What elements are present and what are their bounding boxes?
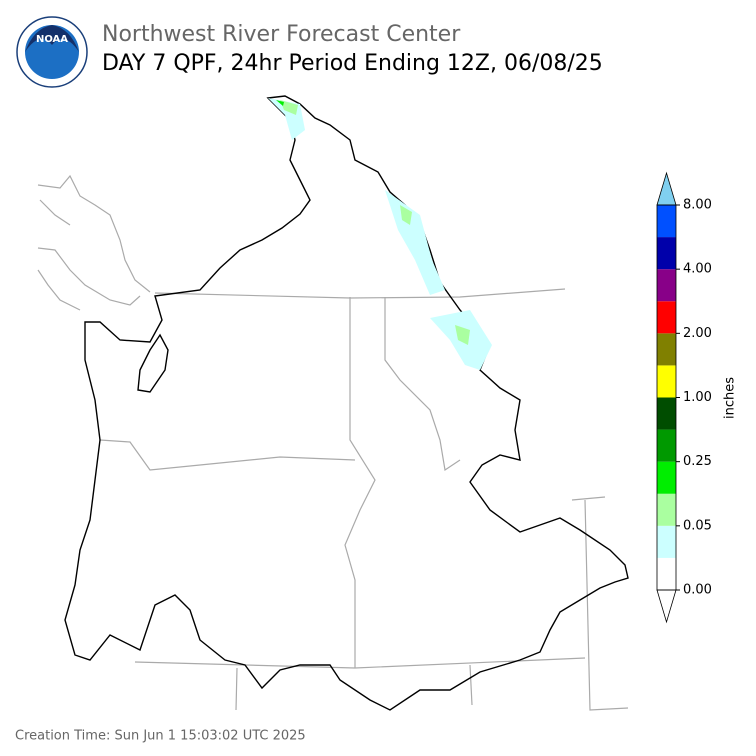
colorbar-segment (657, 493, 676, 526)
title: Northwest River Forecast Center (102, 22, 461, 47)
colorbar-tick-label: 4.00 (683, 262, 712, 277)
colorbar-tick-label: 8.00 (683, 198, 712, 213)
precip-area (280, 100, 470, 345)
logo-text: NOAA (36, 34, 68, 45)
colorbar-tick-label: 0.05 (683, 518, 712, 533)
colorbar-tick-label: 1.00 (683, 390, 712, 405)
colorbar-tick-label: 0.00 (683, 583, 712, 598)
basin-boundary (64, 95, 629, 711)
colorbar-segment (657, 557, 676, 590)
colorbar-segment (657, 525, 676, 558)
colorbar-segment (657, 429, 676, 462)
coastline (37, 174, 151, 311)
colorbar-segment (657, 333, 676, 366)
noaa-logo: NOAA (16, 16, 88, 88)
colorbar-segment (657, 301, 676, 334)
colorbar-extension (656, 171, 677, 206)
precip-area (276, 100, 284, 106)
subtitle: DAY 7 QPF, 24hr Period Ending 12Z, 06/08… (102, 51, 603, 76)
colorbar-segment (657, 397, 676, 430)
puget-sound (137, 333, 169, 393)
map (37, 95, 629, 711)
colorbar-segment (657, 205, 676, 238)
colorbar-segment (657, 461, 676, 494)
creation-time: Creation Time: Sun Jun 1 15:03:02 UTC 20… (15, 729, 306, 744)
colorbar-extension (656, 589, 677, 624)
colorbar-label: inches (723, 377, 738, 419)
state-border (99, 288, 629, 711)
colorbar-segment (657, 237, 676, 270)
colorbar-tick-label: 2.00 (683, 326, 712, 341)
colorbar: 0.00 0.05 0.25 1.00 2.00 4.00 8.00 (656, 171, 712, 624)
colorbar-segment (657, 269, 676, 302)
colorbar-segment (657, 365, 676, 398)
colorbar-tick-label: 0.25 (683, 454, 712, 469)
